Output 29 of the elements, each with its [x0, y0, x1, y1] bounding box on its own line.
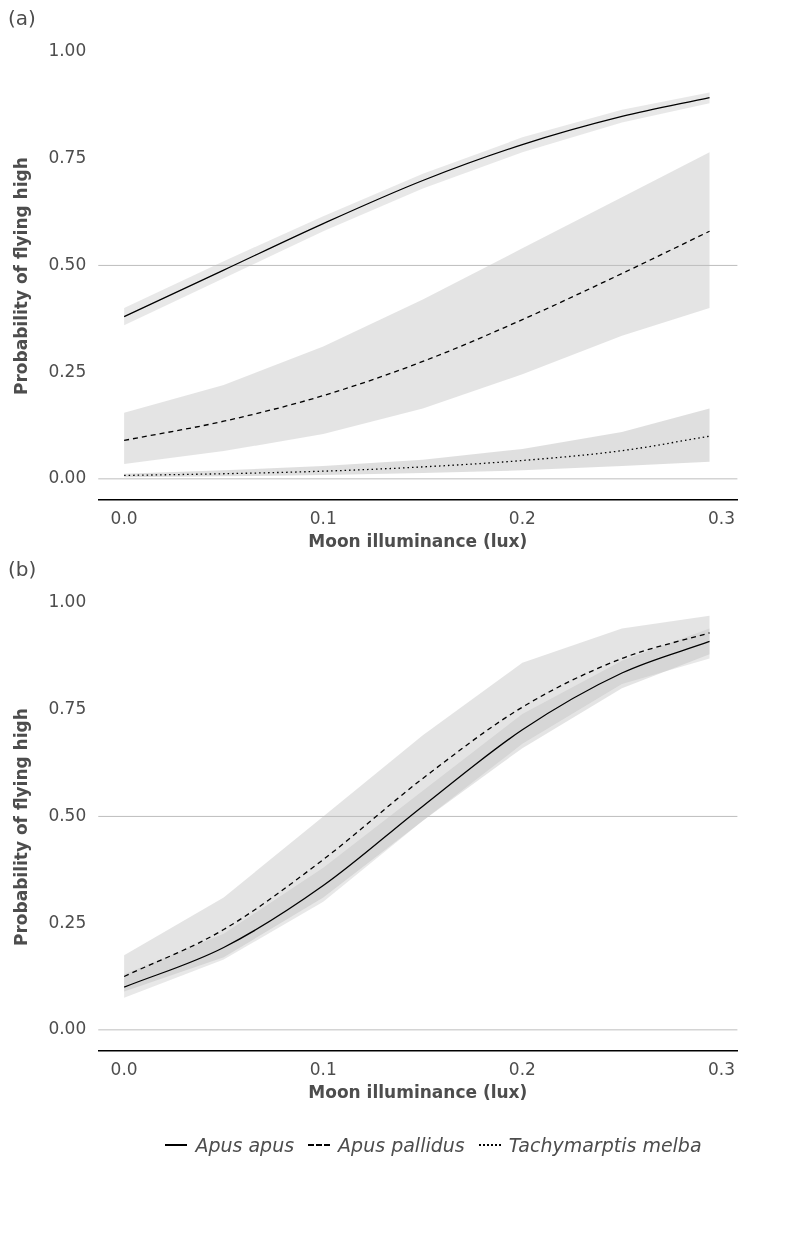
x-tick-label: 0.0: [110, 1058, 138, 1079]
y-tick-label: 0.25: [48, 360, 87, 381]
y-axis-title: Probability of flying high: [10, 708, 31, 947]
x-tick-label: 0.2: [508, 507, 536, 528]
x-tick-label: 0.3: [707, 507, 736, 528]
legend-label: Apus pallidus: [338, 1134, 465, 1156]
chart-title: (b): [8, 557, 37, 582]
y-tick-label: 0.25: [48, 911, 87, 932]
x-tick-label: 0.1: [309, 507, 337, 528]
line-series: [123, 230, 711, 442]
x-tick-label: 0.1: [309, 1058, 337, 1079]
chart-title: (a): [8, 6, 36, 31]
x-axis-title: Moon illuminance (lux): [308, 531, 528, 552]
x-tick-label: 0.3: [707, 1058, 736, 1079]
y-tick-label: 0.75: [48, 147, 87, 168]
y-tick-label: 0.75: [48, 698, 87, 719]
y-tick-label: 0.00: [48, 1018, 87, 1039]
y-tick-label: 0.50: [48, 253, 87, 274]
y-tick-label: 1.00: [48, 40, 87, 61]
legend-label: Apus apus: [195, 1134, 295, 1156]
x-tick-label: 0.2: [508, 1058, 536, 1079]
y-tick-label: 1.00: [48, 591, 87, 612]
y-axis-title: Probability of flying high: [10, 157, 31, 396]
y-tick-label: 0.00: [48, 467, 87, 488]
legend-label: Tachymarptis melba: [508, 1134, 702, 1156]
x-axis-title: Moon illuminance (lux): [308, 1082, 528, 1103]
y-tick-label: 0.50: [48, 804, 87, 825]
x-tick-label: 0.0: [110, 507, 138, 528]
line-series: [123, 435, 711, 477]
